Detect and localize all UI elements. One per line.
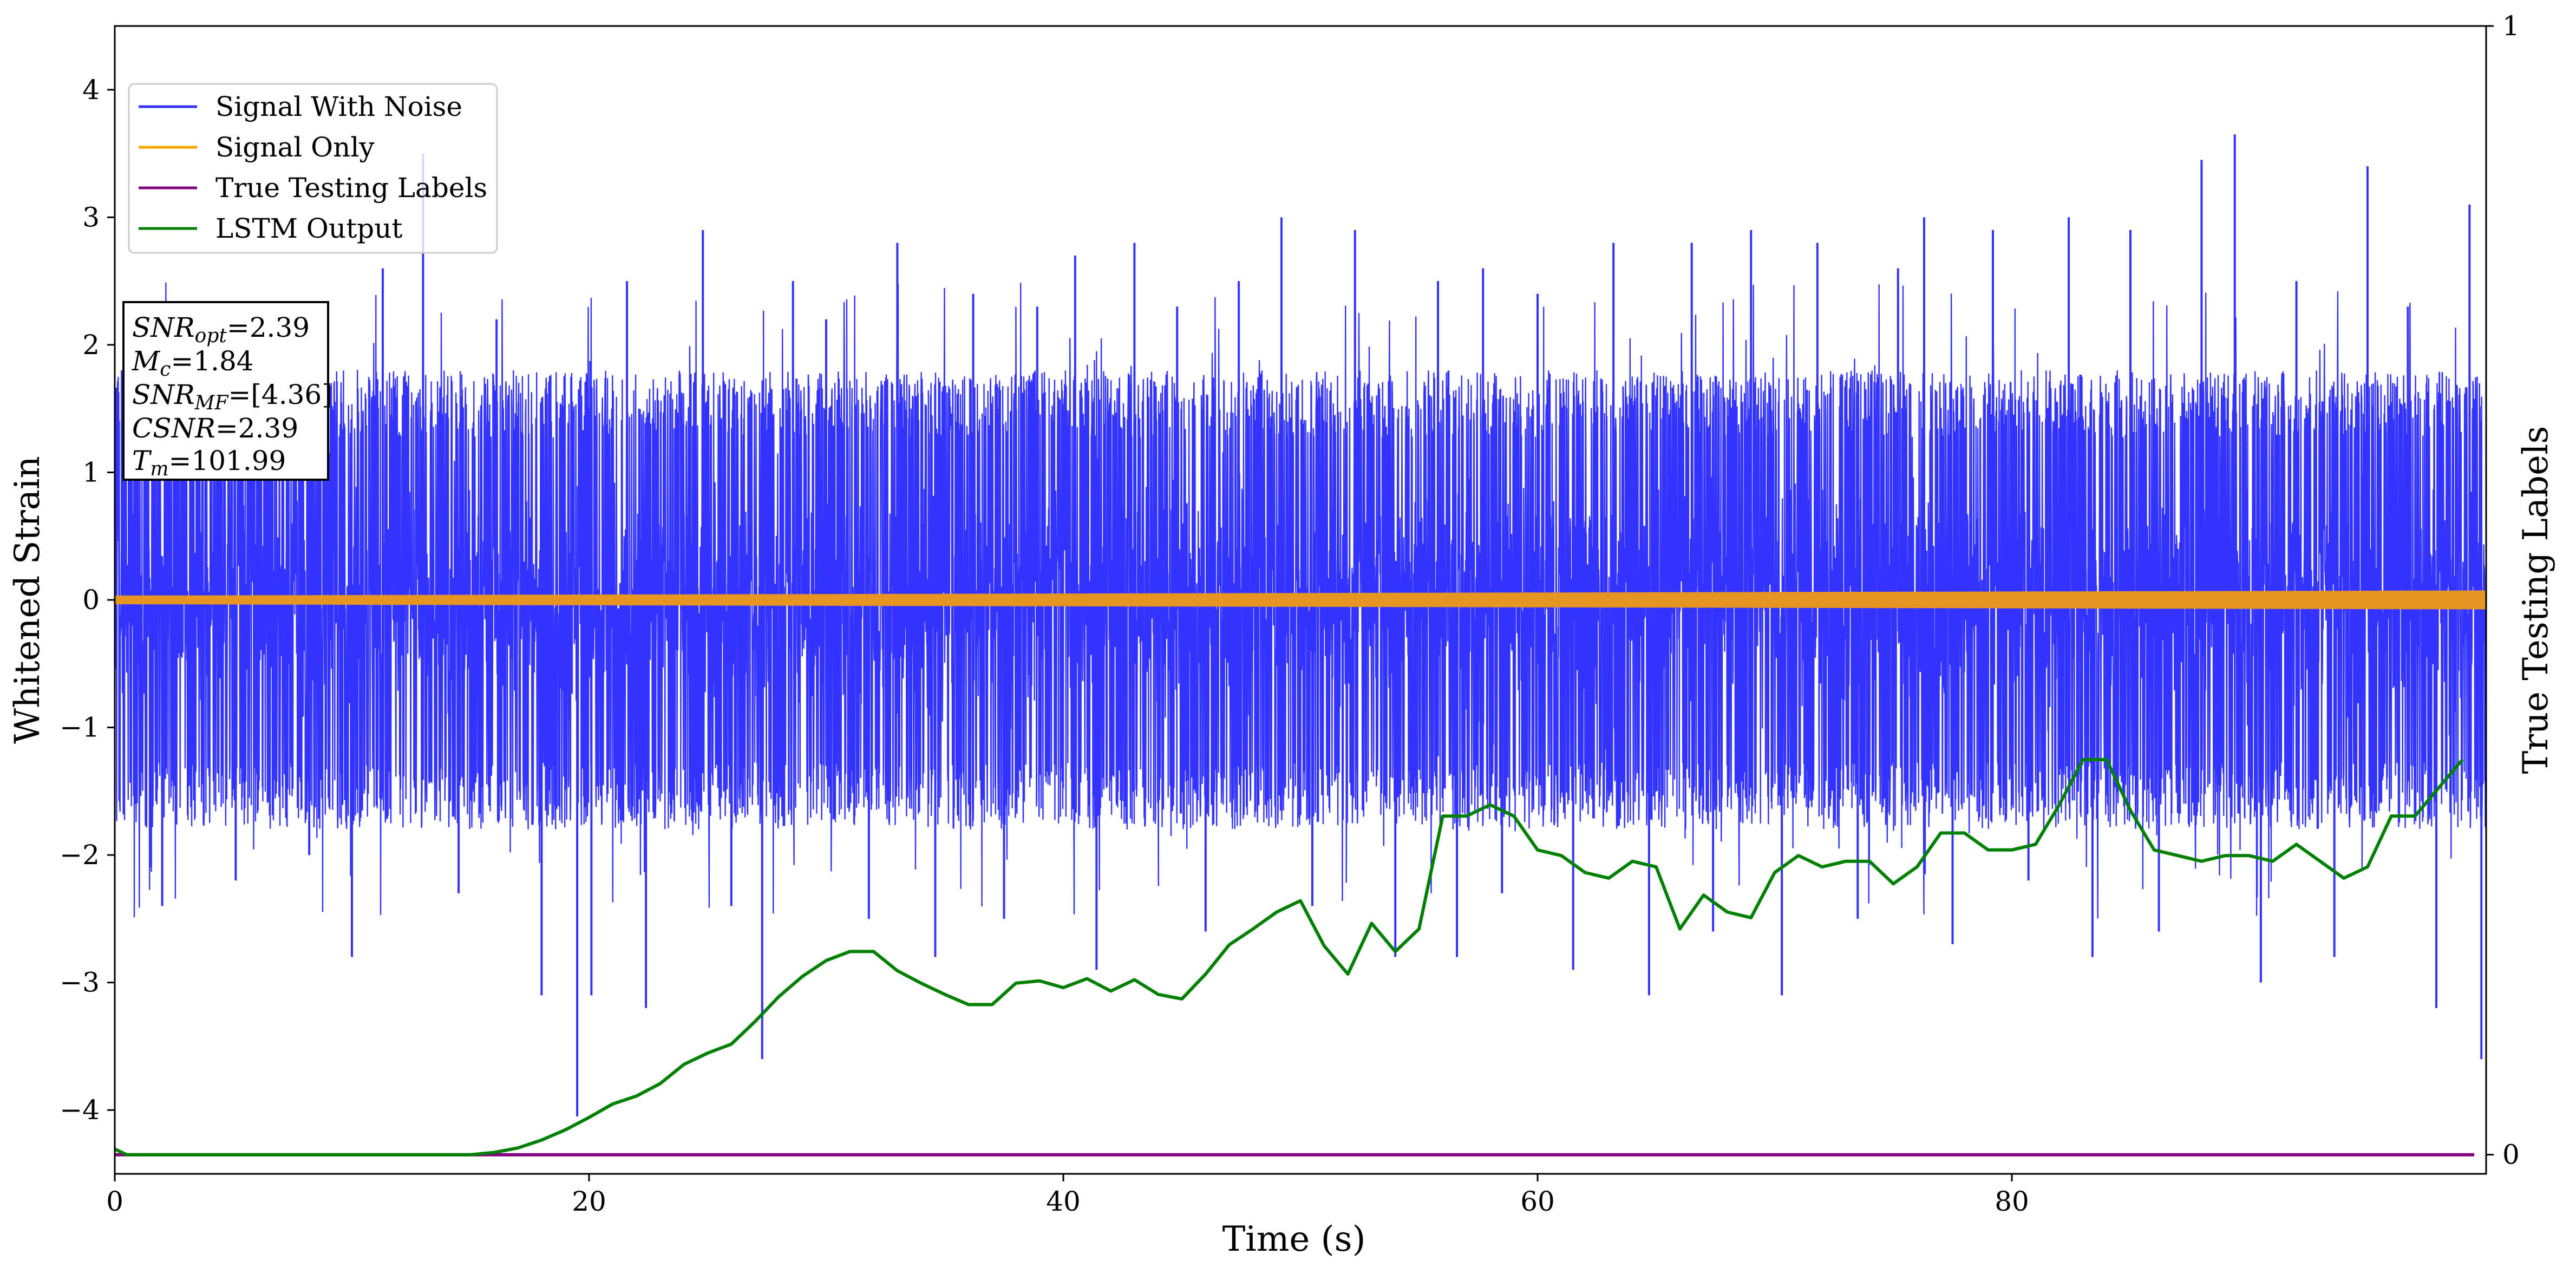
legend-label-signal-with-noise: Signal With Noise: [215, 91, 462, 122]
info-tm: Tm=101.99: [132, 445, 286, 480]
info-snr-mf: SNRMF=[4.36]: [132, 379, 332, 414]
y-tick-label-8: 4: [82, 74, 100, 106]
y-tick-label-7: 3: [82, 201, 100, 233]
legend-label-signal-only: Signal Only: [215, 132, 375, 163]
legend-label-true-testing-labels: True Testing Labels: [215, 172, 487, 204]
y-tick-label-4: 0: [82, 584, 100, 616]
y-tick-label-0: −4: [60, 1094, 100, 1126]
y2-tick-label-0: 0: [2502, 1139, 2520, 1171]
x-tick-label-0: 0: [106, 1186, 123, 1217]
legend-item-signal-with-noise: Signal With Noise: [139, 91, 462, 122]
y-axis-title: Whitened Strain: [8, 456, 48, 743]
x-tick-label-1: 20: [572, 1186, 606, 1217]
legend-item-signal-only: Signal Only: [139, 132, 375, 163]
legend-item-lstm-output: LSTM Output: [139, 213, 402, 244]
y-tick-label-3: −1: [60, 712, 100, 743]
y-tick-label-5: 1: [82, 456, 100, 488]
x-axis-title: Time (s): [1222, 1219, 1366, 1259]
legend-box: [128, 83, 498, 254]
info-mc: Mc=1.84: [132, 345, 254, 381]
info-snr-opt: SNRopt=2.39: [132, 312, 310, 347]
legend-label-lstm-output: LSTM Output: [215, 213, 402, 244]
series-lstm-output: [115, 758, 2464, 1157]
info-csnr: CSNR=2.39: [132, 413, 298, 444]
y2-tick-label-1: 1: [2502, 10, 2520, 42]
legend-item-true-testing-labels: True Testing Labels: [139, 172, 487, 204]
series-signal-only: [115, 590, 2486, 610]
info-box: SNRopt=2.39 Mc=1.84 SNRMF=[4.36] CSNR=2.…: [122, 301, 332, 481]
x-tick-label-2: 40: [1046, 1186, 1081, 1217]
legend: Signal With Noise Signal Only True Testi…: [128, 83, 498, 254]
y-tick-label-6: 2: [82, 329, 100, 361]
y-tick-label-1: −3: [60, 967, 100, 998]
y-tick-label-2: −2: [60, 839, 100, 871]
info-box-frame: [122, 301, 329, 481]
plot-area: [115, 134, 2486, 1157]
y2-axis-title: True Testing Labels: [2516, 426, 2556, 774]
series-signal-with-noise-peaks: [121, 134, 2483, 1116]
x-tick-label-3: 60: [1520, 1186, 1555, 1217]
series-signal-with-noise: [115, 282, 2486, 919]
x-tick-label-4: 80: [1995, 1186, 2029, 1217]
